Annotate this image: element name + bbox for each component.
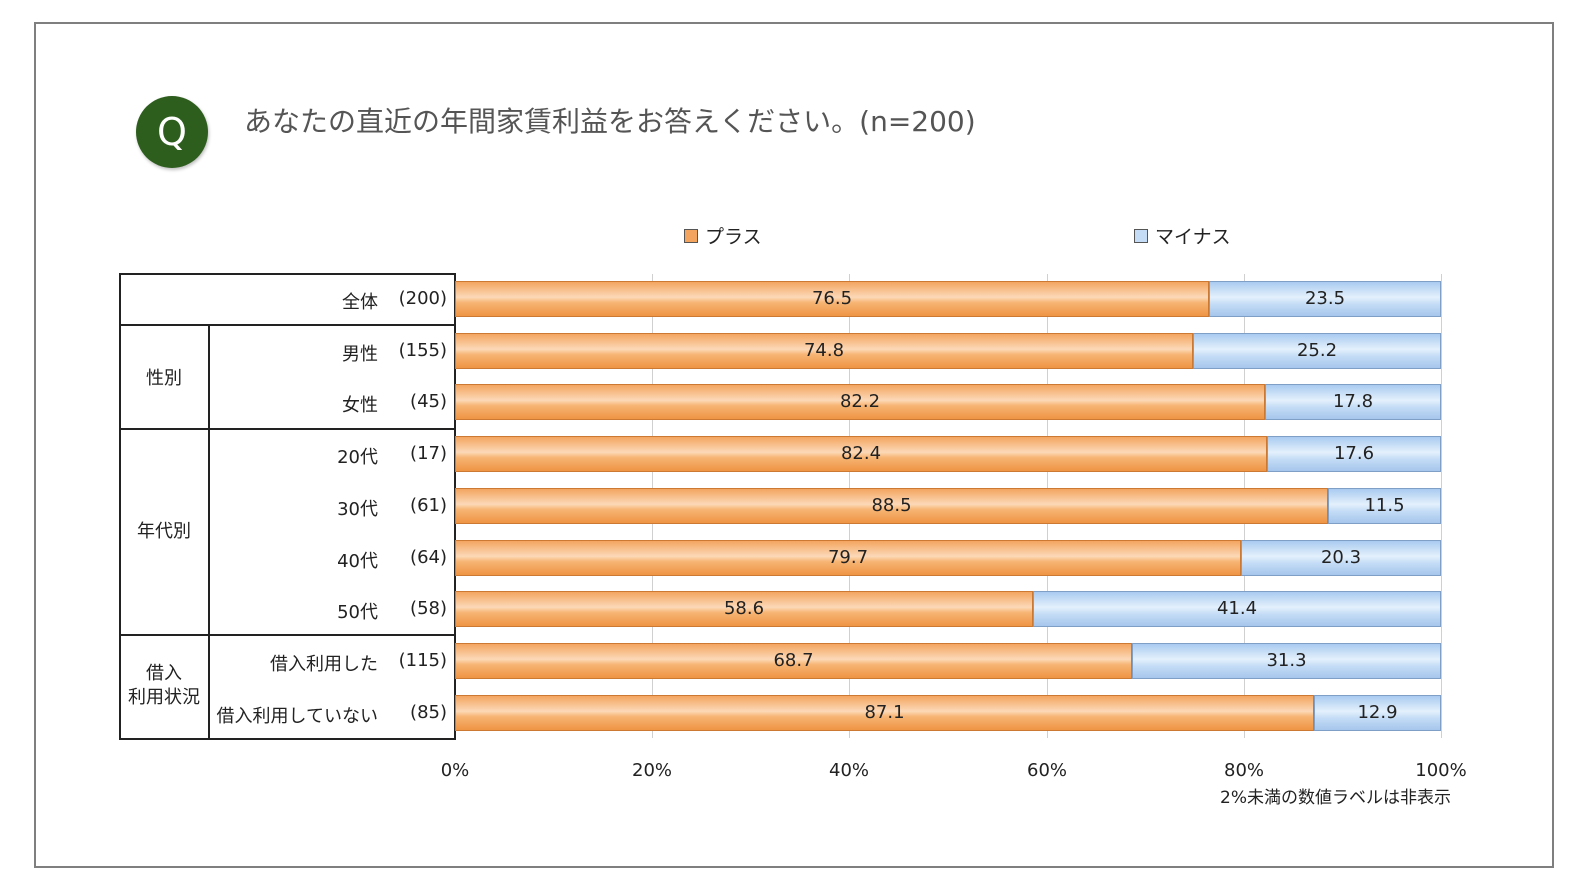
category-label: 40代 (337, 551, 378, 572)
sample-size-label: (200) (398, 288, 447, 309)
table-left-border (119, 273, 121, 740)
group-loan-label: 借入 利用状況 (120, 662, 208, 710)
bar-plus (455, 488, 1328, 524)
bar-plus (455, 333, 1193, 369)
bar-plus-value-label: 58.6 (723, 598, 765, 619)
category-label: 全体 (342, 292, 378, 313)
bar-plus (455, 591, 1033, 627)
bar-minus (1033, 591, 1441, 627)
sample-size-label: (115) (398, 650, 447, 671)
bar-minus-value-label: 20.3 (1320, 547, 1362, 568)
bar-minus (1314, 695, 1441, 731)
category-label: 借入利用していない (216, 706, 378, 727)
table-bottom-border (120, 738, 456, 740)
bar-plus-value-label: 82.4 (840, 443, 882, 464)
bar-minus (1209, 281, 1441, 317)
chart-note: 2%未満の数値ラベルは非表示 (1220, 788, 1451, 808)
x-tick-label: 0% (440, 760, 470, 781)
bar-plus-value-label: 87.1 (864, 702, 905, 723)
legend-minus-swatch (1134, 228, 1148, 243)
table-top-border (120, 273, 456, 275)
bar-minus-value-label: 25.2 (1296, 340, 1338, 361)
bar-minus-value-label: 11.5 (1364, 495, 1405, 516)
category-label: 30代 (337, 499, 378, 520)
sample-size-label: (58) (410, 598, 447, 619)
question-text: あなたの直近の年間家賃利益をお答えください。(n=200) (244, 105, 976, 138)
x-tick-label: 100% (1415, 760, 1467, 781)
bar-plus-value-label: 76.5 (811, 288, 853, 309)
bar-minus (1328, 488, 1441, 524)
bar-minus-value-label: 31.3 (1266, 650, 1307, 671)
group-age-label: 年代別 (137, 521, 191, 542)
question-badge: Q (136, 96, 208, 168)
bar-minus (1265, 384, 1441, 420)
legend-plus-label: プラス (705, 226, 762, 248)
bar-plus-value-label: 88.5 (871, 495, 912, 516)
bar-plus (455, 695, 1314, 731)
bar-minus-value-label: 41.4 (1216, 598, 1258, 619)
bar-minus (1193, 333, 1441, 369)
bar-minus (1267, 436, 1441, 472)
bar-plus-value-label: 82.2 (839, 391, 881, 412)
bar-plus-value-label: 79.7 (827, 547, 869, 568)
bar-plus (455, 384, 1265, 420)
group-loan-label-line2: 利用状況 (128, 687, 200, 708)
category-label: 50代 (337, 602, 378, 623)
bar-plus-value-label: 74.8 (803, 340, 845, 361)
legend-plus: プラス (684, 222, 762, 249)
bar-plus (455, 436, 1267, 472)
table-group-divider (208, 324, 210, 740)
group-gender-label: 性別 (146, 368, 182, 389)
sample-size-label: (64) (410, 547, 447, 568)
category-label: 女性 (342, 395, 378, 416)
bar-plus (455, 540, 1241, 576)
sample-size-label: (61) (410, 495, 447, 516)
bar-minus (1241, 540, 1441, 576)
x-tick-label: 20% (631, 760, 673, 781)
x-tick-label: 60% (1026, 760, 1068, 781)
legend-plus-swatch (684, 228, 698, 243)
table-divider-total (120, 324, 456, 326)
table-divider-gender (120, 428, 456, 430)
table-divider-age (120, 634, 456, 636)
bar-minus-value-label: 12.9 (1357, 702, 1398, 723)
legend-minus: マイナス (1134, 222, 1231, 249)
sample-size-label: (155) (398, 340, 447, 361)
category-label: 20代 (337, 447, 378, 468)
x-tick-label: 80% (1223, 760, 1265, 781)
bar-plus (455, 281, 1209, 317)
group-loan-label-line1: 借入 (146, 663, 182, 684)
bar-minus-value-label: 17.6 (1333, 443, 1375, 464)
bar-minus-value-label: 17.8 (1332, 391, 1374, 412)
gridline (1441, 274, 1442, 738)
sample-size-label: (85) (410, 702, 447, 723)
x-tick-label: 40% (828, 760, 870, 781)
legend-minus-label: マイナス (1155, 226, 1231, 248)
bar-plus-value-label: 68.7 (773, 650, 814, 671)
bar-minus (1132, 643, 1441, 679)
bar-plus (455, 643, 1132, 679)
category-label: 男性 (342, 344, 378, 365)
category-label: 借入利用した (270, 654, 378, 675)
bar-minus-value-label: 23.5 (1304, 288, 1346, 309)
sample-size-label: (17) (410, 443, 447, 464)
sample-size-label: (45) (410, 391, 447, 412)
